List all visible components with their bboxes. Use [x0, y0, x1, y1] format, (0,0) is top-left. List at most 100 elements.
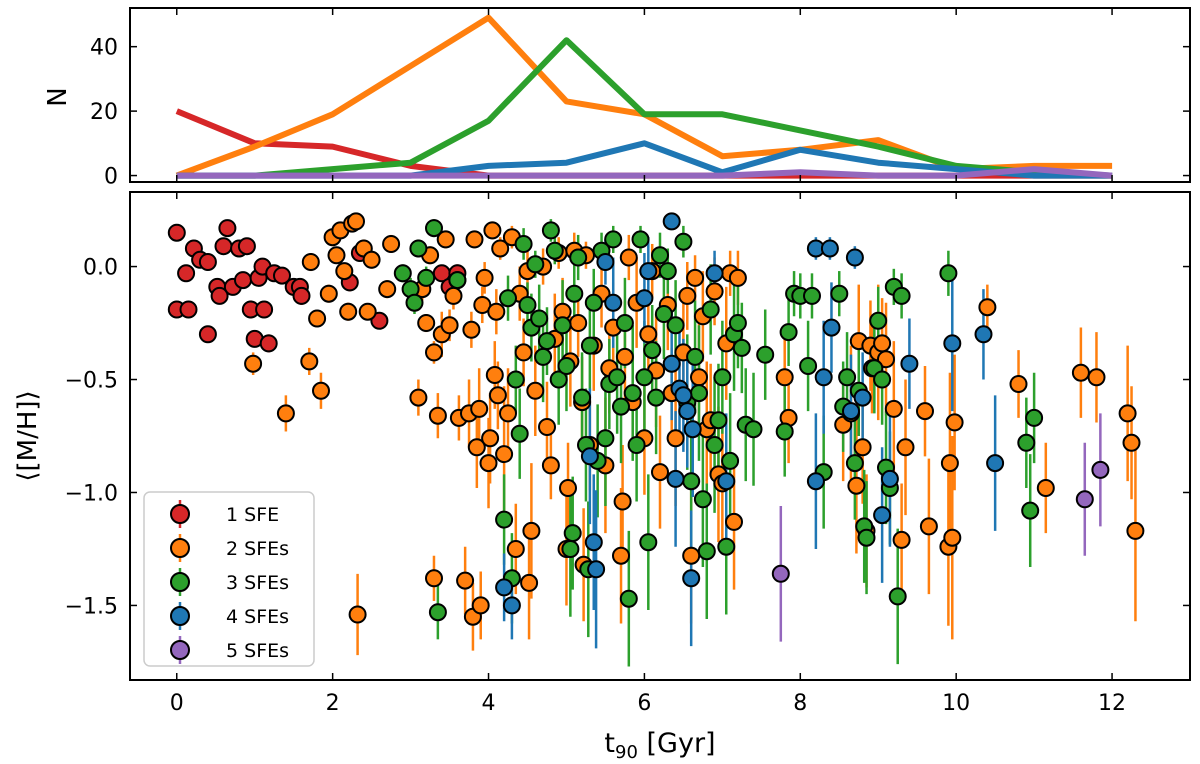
data-point	[613, 492, 632, 511]
data-point	[483, 221, 502, 240]
data-point	[627, 436, 646, 454]
data-point	[335, 262, 354, 281]
data-point	[1122, 433, 1141, 452]
data-point	[612, 546, 630, 565]
data-point	[584, 293, 603, 312]
legend-marker	[170, 538, 190, 558]
data-point	[643, 341, 662, 360]
data-point	[717, 537, 736, 556]
data-point	[569, 248, 588, 267]
histogram-y-ticks: 0 20 40	[90, 8, 1190, 190]
data-point	[873, 370, 892, 389]
data-point	[721, 451, 740, 470]
scatter-x-label: t90 [Gyr]	[604, 728, 715, 763]
data-point	[259, 334, 278, 353]
data-point	[803, 286, 821, 305]
data-point	[690, 384, 708, 403]
data-point	[651, 463, 669, 482]
data-point	[495, 445, 514, 464]
data-point	[678, 286, 697, 305]
data-point	[405, 293, 424, 312]
data-point	[569, 314, 588, 332]
data-point	[717, 472, 736, 491]
data-point	[1025, 408, 1044, 427]
data-point	[1126, 521, 1145, 540]
data-point	[728, 268, 747, 287]
data-point	[557, 357, 576, 375]
data-point	[683, 420, 702, 439]
data-point	[339, 302, 358, 321]
data-point	[553, 316, 572, 335]
scatter-y-tick-label: 0.0	[83, 256, 118, 281]
data-point	[456, 571, 475, 590]
scatter-x-tick-label: 4	[482, 691, 496, 716]
data-point	[647, 388, 666, 407]
data-point	[705, 436, 724, 454]
data-point	[853, 388, 872, 407]
data-point	[218, 219, 237, 238]
data-point	[639, 262, 658, 281]
data-point	[210, 286, 229, 305]
data-point	[541, 456, 560, 475]
data-point	[619, 589, 638, 608]
histogram-y-label: N	[43, 87, 73, 106]
data-point	[888, 587, 907, 606]
scatter-y-label: ⟨[M/H]⟩	[13, 390, 43, 481]
histogram-y-tick-label: 0	[104, 165, 118, 190]
data-point	[1009, 375, 1028, 393]
data-point	[312, 381, 330, 400]
data-point	[587, 560, 606, 579]
scatter-x-tick-label: 8	[793, 691, 807, 716]
data-point	[892, 530, 911, 549]
scatter-x-tick-label: 0	[170, 691, 184, 716]
data-point	[604, 230, 623, 249]
data-point	[623, 384, 642, 403]
data-point	[440, 316, 459, 335]
data-point	[481, 429, 500, 448]
legend-label: 3 SFEs	[226, 572, 289, 594]
histogram-y-tick-label: 20	[90, 100, 118, 125]
data-point	[635, 289, 654, 308]
data-point	[467, 438, 486, 457]
data-point	[526, 381, 545, 400]
data-point	[465, 230, 484, 249]
data-point	[499, 289, 517, 308]
data-point	[214, 237, 233, 256]
data-point	[538, 332, 556, 351]
data-point	[701, 300, 720, 319]
data-point	[635, 368, 654, 387]
data-point	[682, 546, 701, 565]
data-point	[549, 370, 568, 389]
data-point	[842, 402, 860, 421]
data-point	[1118, 404, 1137, 423]
legend-label: 2 SFEs	[226, 538, 289, 560]
data-point	[520, 573, 539, 592]
histogram-panel: 0 20 40 N	[43, 7, 1191, 190]
data-point	[619, 248, 638, 267]
data-point	[799, 357, 818, 375]
data-point	[756, 345, 775, 364]
data-point	[662, 354, 681, 373]
data-point	[940, 454, 959, 473]
data-point	[892, 286, 911, 305]
data-point	[873, 334, 892, 353]
data-point	[276, 404, 295, 423]
data-point	[705, 282, 724, 301]
data-point	[869, 311, 888, 330]
data-point	[234, 271, 252, 290]
data-point	[462, 320, 481, 339]
data-point	[1071, 363, 1090, 382]
data-point	[666, 316, 685, 335]
histogram-y-tick-label: 40	[90, 36, 118, 61]
data-point	[417, 268, 436, 287]
data-point	[319, 284, 338, 303]
scatter-x-tick-label: 10	[942, 691, 970, 716]
scatter-x-tick-label: 2	[326, 691, 340, 716]
data-point	[485, 366, 504, 384]
data-point	[273, 266, 291, 285]
data-point	[830, 284, 849, 303]
data-point	[631, 230, 650, 249]
data-point	[697, 542, 716, 561]
scatter-y-tick-label: −0.5	[65, 369, 118, 394]
data-point	[771, 564, 790, 583]
